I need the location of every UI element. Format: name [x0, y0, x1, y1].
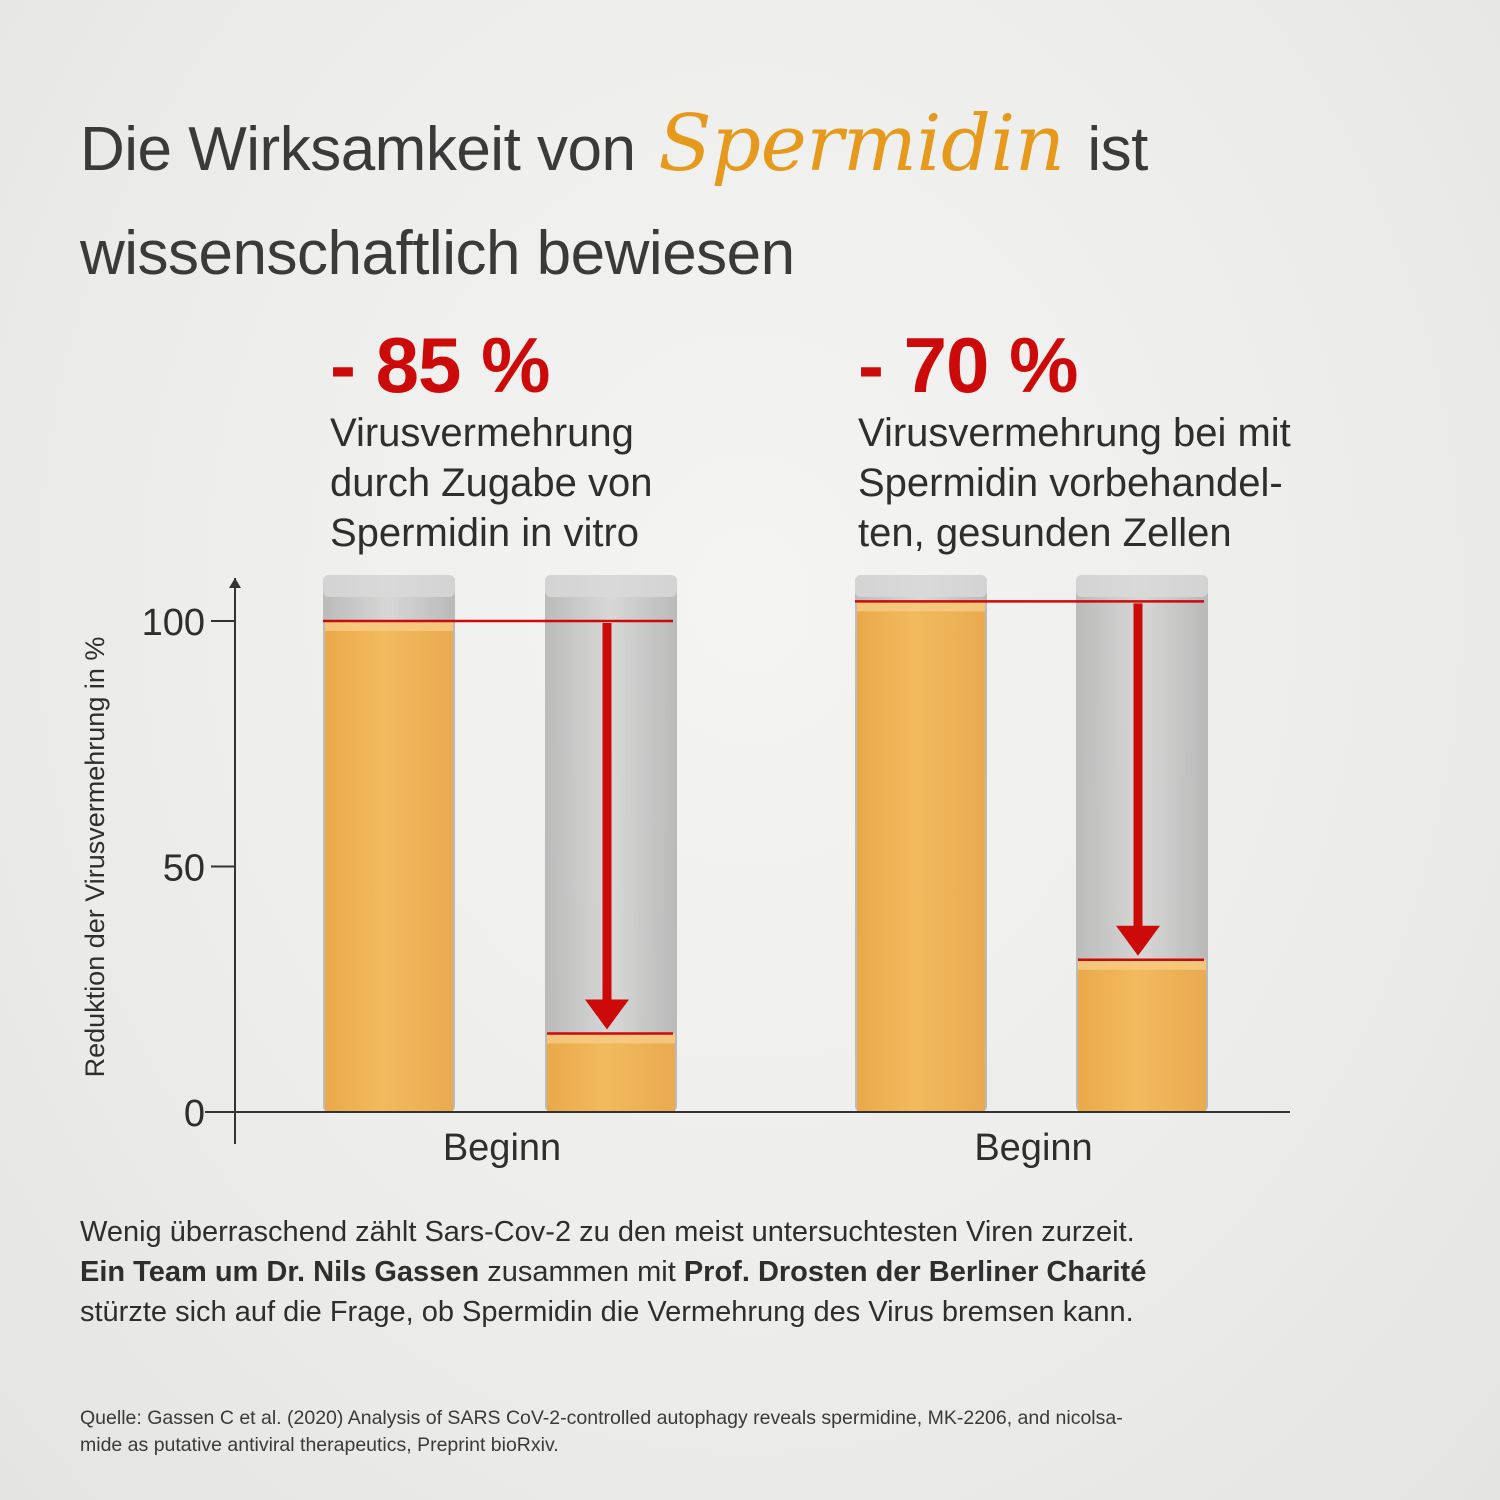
source-line-2: mide as putative antiviral therapeutics,…: [80, 1434, 559, 1456]
title-line-2: wissenschaftlich bewiesen: [80, 219, 795, 288]
page-title: Die Wirksamkeit von Spermidin ist wissen…: [80, 92, 1460, 306]
title-line-1: Die Wirksamkeit von Spermidin ist: [80, 92, 1460, 202]
bar-chart: Beginn Beginn 0 50 100 Reduktion der Virusver…: [80, 575, 1290, 1169]
y-axis-label: Reduktion der Virusvermehrung in %: [80, 637, 110, 1078]
panel-1-caption-line: Spermidin in vitro: [330, 511, 640, 555]
test-tube-rim: [545, 575, 677, 597]
panel-2-caption: Virusvermehrung bei mit Spermidin vorbeh…: [858, 408, 1291, 558]
panel-2-caption-line: ten, gesunden Zellen: [858, 511, 1232, 555]
y-axis-arrow-icon: [229, 578, 241, 588]
bar-liquid-surface: [857, 601, 985, 612]
bar-liquid: [547, 1033, 675, 1112]
bar-liquid-surface: [325, 621, 453, 631]
bar-liquid-surface: [547, 1033, 675, 1044]
body-line-2: Ein Team um Dr. Nils Gassen zusammen mit…: [80, 1252, 1450, 1292]
reduction-arrow-head: [585, 999, 629, 1030]
test-tube-rim: [855, 575, 987, 597]
title-part-2: ist: [1087, 115, 1148, 184]
bar-liquid: [325, 621, 453, 1112]
body-bold-charite: Prof. Drosten der Berliner Charité: [683, 1256, 1147, 1288]
test-tube-rim: [1076, 575, 1208, 597]
body-paragraph: Wenig überraschend zählt Sars-Cov-2 zu d…: [80, 1212, 1450, 1332]
body-line-1: Wenig überraschend zählt Sars-Cov-2 zu d…: [80, 1216, 1135, 1248]
title-part-1: Die Wirksamkeit von: [80, 115, 636, 184]
test-tube-rim: [323, 575, 455, 597]
y-tick-label: 50: [163, 848, 205, 890]
body-connector: zusammen mit: [479, 1256, 684, 1288]
body-bold-team: Ein Team um Dr. Nils Gassen: [80, 1256, 480, 1288]
panel-2-caption-line: Virusvermehrung bei mit: [858, 411, 1291, 455]
reduction-arrow-head: [1116, 925, 1160, 956]
panel-2-headline: - 70 %: [858, 321, 1078, 409]
panel-2-caption-line: Spermidin vorbehandel-: [858, 461, 1283, 505]
y-tick-label: 100: [142, 602, 205, 644]
panel-1-headline: - 85 %: [330, 321, 550, 409]
panel-1-caption: Virusvermehrung durch Zugabe von Spermid…: [330, 408, 652, 558]
source-note: Quelle: Gassen C et al. (2020) Analysis …: [80, 1405, 1440, 1459]
bar-liquid-surface: [1078, 959, 1206, 970]
panel-1-caption-line: durch Zugabe von: [330, 461, 653, 505]
body-line-3: stürzte sich auf die Frage, ob Spermidin…: [80, 1296, 1134, 1328]
bar-liquid: [857, 601, 985, 1112]
title-accent: Spermidin: [658, 99, 1065, 189]
bar-liquid: [1078, 959, 1206, 1112]
x-tick-label: Beginn: [443, 1127, 561, 1169]
source-line-1: Quelle: Gassen C et al. (2020) Analysis …: [80, 1407, 1123, 1429]
panel-1-caption-line: Virusvermehrung: [330, 411, 634, 455]
y-tick-label: 0: [184, 1093, 205, 1135]
x-tick-label: Beginn: [974, 1127, 1092, 1169]
